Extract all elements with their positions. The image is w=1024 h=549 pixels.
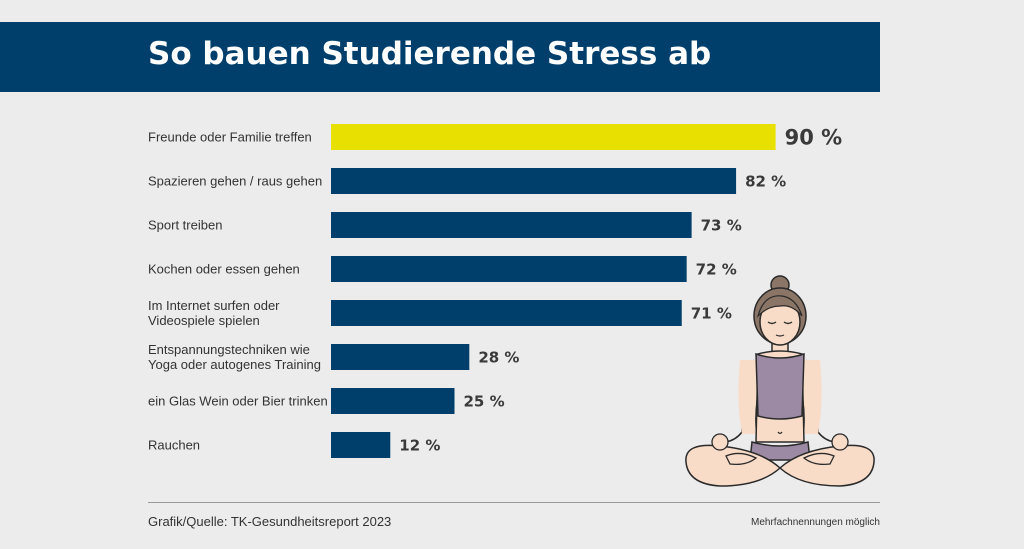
source-text: Grafik/Quelle: TK-Gesundheitsreport 2023 — [148, 514, 392, 529]
bar — [331, 256, 687, 282]
bar-chart: Freunde oder Familie treffen 90 % Spaziere… — [148, 124, 843, 458]
value-label: 82 % — [745, 173, 786, 191]
category-label: ein Glas Wein oder Bier trinken — [148, 394, 328, 409]
bar — [331, 212, 692, 238]
value-label: 25 % — [464, 393, 505, 411]
meditating-woman-icon — [685, 275, 875, 487]
category-label: Kochen oder essen gehen — [148, 262, 300, 277]
category-label: Sport treiben — [148, 218, 222, 233]
category-label: Rauchen — [148, 438, 200, 453]
footer-divider — [148, 502, 880, 503]
bar — [331, 168, 737, 194]
header-band — [0, 22, 880, 92]
category-label: Spazieren gehen / raus gehen — [148, 174, 322, 189]
chart-title: So bauen Studierende Stress ab — [148, 36, 712, 72]
bar — [331, 344, 470, 370]
category-label: Freunde oder Familie treffen — [148, 130, 312, 145]
category-label: Entspannungstechniken wie Yoga oder autog… — [148, 342, 321, 372]
bar — [331, 300, 682, 326]
value-label: 90 % — [785, 126, 843, 150]
value-label: 71 % — [691, 305, 732, 323]
bar — [331, 124, 776, 150]
value-label: 72 % — [696, 261, 737, 279]
value-label: 73 % — [701, 217, 742, 235]
value-label: 28 % — [478, 349, 519, 367]
bar — [331, 432, 391, 458]
bar — [331, 388, 455, 414]
category-label: Im Internet surfen oder Videospiele spiel… — [148, 298, 280, 328]
note-text: Mehrfachnennungen möglich — [751, 517, 880, 528]
value-label: 12 % — [399, 437, 440, 455]
